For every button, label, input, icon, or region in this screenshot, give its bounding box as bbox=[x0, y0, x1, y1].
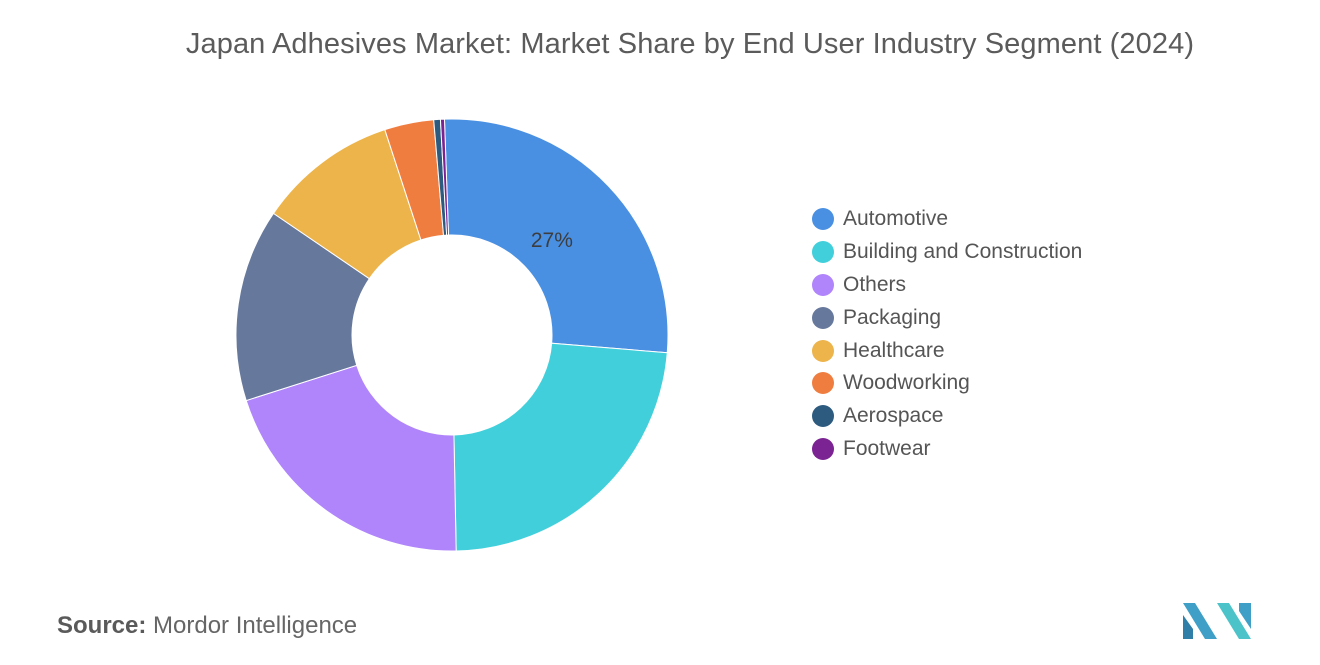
source-label: Source: bbox=[57, 612, 147, 639]
legend-marker-others bbox=[812, 273, 834, 296]
legend-label-automotive: Automotive bbox=[843, 207, 949, 231]
logo-shape-middle bbox=[1183, 615, 1193, 639]
legend-label-building-and-construction: Building and Construction bbox=[843, 240, 1083, 264]
logo-shape-bar bbox=[1239, 603, 1251, 629]
source-text: Mordor Intelligence bbox=[153, 612, 358, 639]
chart-title: Japan Adhesives Market: Market Share by … bbox=[185, 28, 1195, 60]
legend-item-automotive[interactable]: Automotive bbox=[812, 203, 1082, 236]
legend-item-packaging[interactable]: Packaging bbox=[812, 301, 1082, 334]
legend-marker-automotive bbox=[812, 208, 834, 231]
logo-shape-left bbox=[1183, 603, 1217, 639]
legend-marker-footwear bbox=[812, 437, 834, 460]
legend-marker-healthcare bbox=[812, 339, 834, 362]
slice-footwear bbox=[439, 118, 450, 236]
logo-shape-right bbox=[1217, 603, 1251, 639]
legend-item-woodworking[interactable]: Woodworking bbox=[812, 367, 1082, 400]
legend-label-footwear: Footwear bbox=[843, 436, 931, 460]
slice-building-and-construction bbox=[453, 342, 668, 552]
slice-packaging bbox=[235, 212, 371, 402]
legend-label-healthcare: Healthcare bbox=[843, 338, 945, 362]
legend-marker-packaging bbox=[812, 306, 834, 329]
data-label-automotive: 27% bbox=[531, 229, 573, 252]
slice-others bbox=[245, 364, 457, 552]
legend-label-aerospace: Aerospace bbox=[843, 404, 944, 428]
legend-label-others: Others bbox=[843, 272, 907, 296]
legend-marker-woodworking bbox=[812, 372, 834, 395]
legend-label-woodworking: Woodworking bbox=[843, 371, 970, 395]
mordor-intelligence-logo bbox=[1183, 603, 1251, 639]
legend-item-building-and-construction[interactable]: Building and Construction bbox=[812, 236, 1082, 269]
legend-item-others[interactable]: Others bbox=[812, 269, 1082, 302]
legend-marker-building-and-construction bbox=[812, 241, 834, 264]
legend: Automotive Building and Construction Other… bbox=[812, 203, 1082, 465]
legend-marker-aerospace bbox=[812, 405, 834, 428]
legend-label-packaging: Packaging bbox=[843, 305, 942, 329]
legend-item-healthcare[interactable]: Healthcare bbox=[812, 334, 1082, 367]
slice-automotive bbox=[443, 118, 669, 354]
legend-item-aerospace[interactable]: Aerospace bbox=[812, 400, 1082, 433]
legend-item-footwear[interactable]: Footwear bbox=[812, 433, 1082, 466]
source-note: Source: Mordor Intelligence bbox=[57, 612, 357, 640]
